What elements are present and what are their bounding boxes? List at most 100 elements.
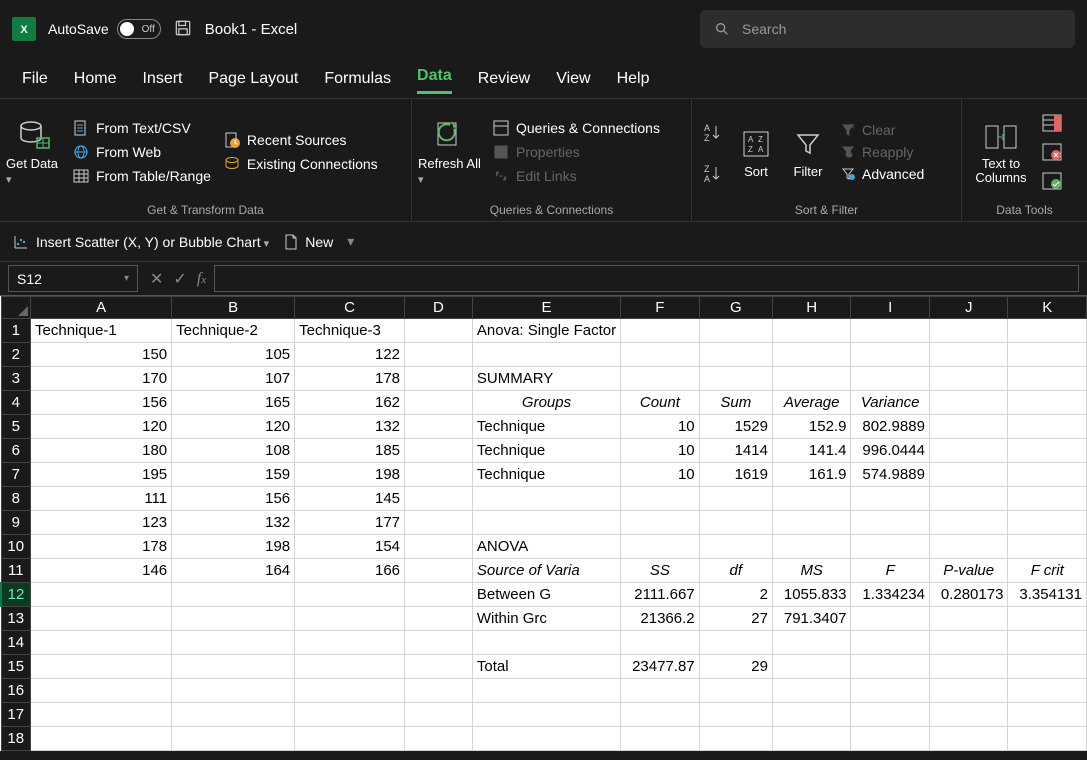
cell-H8[interactable] [772, 487, 851, 511]
from-web-button[interactable]: From Web [72, 143, 211, 161]
cell-K8[interactable] [1008, 487, 1087, 511]
cell-B2[interactable]: 105 [172, 343, 295, 367]
cell-F11[interactable]: SS [621, 559, 700, 583]
cell-A1[interactable]: Technique-1 [31, 319, 172, 343]
cell-G15[interactable]: 29 [699, 655, 772, 679]
row-header-15[interactable]: 15 [1, 655, 31, 679]
cell-I14[interactable] [851, 631, 930, 655]
cell-C6[interactable]: 185 [295, 439, 405, 463]
cell-I5[interactable]: 802.9889 [851, 415, 930, 439]
cell-D12[interactable] [405, 583, 473, 607]
cell-J16[interactable] [929, 679, 1008, 703]
cell-H10[interactable] [772, 535, 851, 559]
row-header-10[interactable]: 10 [1, 535, 31, 559]
cell-F10[interactable] [621, 535, 700, 559]
insert-scatter-button[interactable]: Insert Scatter (X, Y) or Bubble Chart [12, 233, 269, 251]
cell-K9[interactable] [1008, 511, 1087, 535]
data-validation-icon[interactable] [1042, 172, 1062, 193]
cell-C10[interactable]: 154 [295, 535, 405, 559]
cell-B5[interactable]: 120 [172, 415, 295, 439]
cell-K4[interactable] [1008, 391, 1087, 415]
cell-J18[interactable] [929, 727, 1008, 751]
cell-F18[interactable] [621, 727, 700, 751]
row-header-18[interactable]: 18 [1, 727, 31, 751]
row-header-12[interactable]: 12 [1, 583, 31, 607]
cell-A18[interactable] [31, 727, 172, 751]
cell-H14[interactable] [772, 631, 851, 655]
cell-E4[interactable]: Groups [472, 391, 620, 415]
cell-E12[interactable]: Between G [472, 583, 620, 607]
cell-K3[interactable] [1008, 367, 1087, 391]
cell-F15[interactable]: 23477.87 [621, 655, 700, 679]
cell-D10[interactable] [405, 535, 473, 559]
cell-B12[interactable] [172, 583, 295, 607]
cell-I4[interactable]: Variance [851, 391, 930, 415]
cell-A8[interactable]: 111 [31, 487, 172, 511]
cell-K12[interactable]: 3.354131 [1008, 583, 1087, 607]
cell-F7[interactable]: 10 [621, 463, 700, 487]
cell-C1[interactable]: Technique-3 [295, 319, 405, 343]
tab-file[interactable]: File [22, 70, 48, 94]
remove-duplicates-icon[interactable] [1042, 143, 1062, 164]
cell-C13[interactable] [295, 607, 405, 631]
cell-I8[interactable] [851, 487, 930, 511]
cell-I2[interactable] [851, 343, 930, 367]
cell-C2[interactable]: 122 [295, 343, 405, 367]
cell-K7[interactable] [1008, 463, 1087, 487]
cell-C12[interactable] [295, 583, 405, 607]
cell-G17[interactable] [699, 703, 772, 727]
cell-K16[interactable] [1008, 679, 1087, 703]
cell-B1[interactable]: Technique-2 [172, 319, 295, 343]
tab-insert[interactable]: Insert [142, 70, 182, 94]
row-header-13[interactable]: 13 [1, 607, 31, 631]
cell-I9[interactable] [851, 511, 930, 535]
cell-G6[interactable]: 1414 [699, 439, 772, 463]
column-header-I[interactable]: I [851, 297, 930, 319]
cell-A4[interactable]: 156 [31, 391, 172, 415]
cell-H9[interactable] [772, 511, 851, 535]
cell-F14[interactable] [621, 631, 700, 655]
cell-F4[interactable]: Count [621, 391, 700, 415]
cell-H5[interactable]: 152.9 [772, 415, 851, 439]
cell-E15[interactable]: Total [472, 655, 620, 679]
cell-D14[interactable] [405, 631, 473, 655]
tab-page-layout[interactable]: Page Layout [208, 70, 298, 94]
cell-J3[interactable] [929, 367, 1008, 391]
cell-A2[interactable]: 150 [31, 343, 172, 367]
cell-A9[interactable]: 123 [31, 511, 172, 535]
cell-C14[interactable] [295, 631, 405, 655]
cell-J15[interactable] [929, 655, 1008, 679]
select-all-corner[interactable] [1, 297, 31, 319]
cell-F1[interactable] [621, 319, 700, 343]
cell-H1[interactable] [772, 319, 851, 343]
row-header-9[interactable]: 9 [1, 511, 31, 535]
cell-E11[interactable]: Source of Varia [472, 559, 620, 583]
cell-B18[interactable] [172, 727, 295, 751]
cell-D3[interactable] [405, 367, 473, 391]
cell-G10[interactable] [699, 535, 772, 559]
cell-E6[interactable]: Technique [472, 439, 620, 463]
cell-D16[interactable] [405, 679, 473, 703]
cell-I7[interactable]: 574.9889 [851, 463, 930, 487]
cell-E2[interactable] [472, 343, 620, 367]
row-header-2[interactable]: 2 [1, 343, 31, 367]
cell-C4[interactable]: 162 [295, 391, 405, 415]
advanced-button[interactable]: Advanced [840, 166, 924, 182]
cell-C16[interactable] [295, 679, 405, 703]
cell-D15[interactable] [405, 655, 473, 679]
cell-F17[interactable] [621, 703, 700, 727]
cell-J12[interactable]: 0.280173 [929, 583, 1008, 607]
cell-E16[interactable] [472, 679, 620, 703]
cell-K14[interactable] [1008, 631, 1087, 655]
cell-E8[interactable] [472, 487, 620, 511]
column-header-G[interactable]: G [699, 297, 772, 319]
cell-G18[interactable] [699, 727, 772, 751]
cell-B17[interactable] [172, 703, 295, 727]
cell-A6[interactable]: 180 [31, 439, 172, 463]
cell-J6[interactable] [929, 439, 1008, 463]
cell-G12[interactable]: 2 [699, 583, 772, 607]
cell-J2[interactable] [929, 343, 1008, 367]
cell-H13[interactable]: 791.3407 [772, 607, 851, 631]
row-header-5[interactable]: 5 [1, 415, 31, 439]
cell-B6[interactable]: 108 [172, 439, 295, 463]
